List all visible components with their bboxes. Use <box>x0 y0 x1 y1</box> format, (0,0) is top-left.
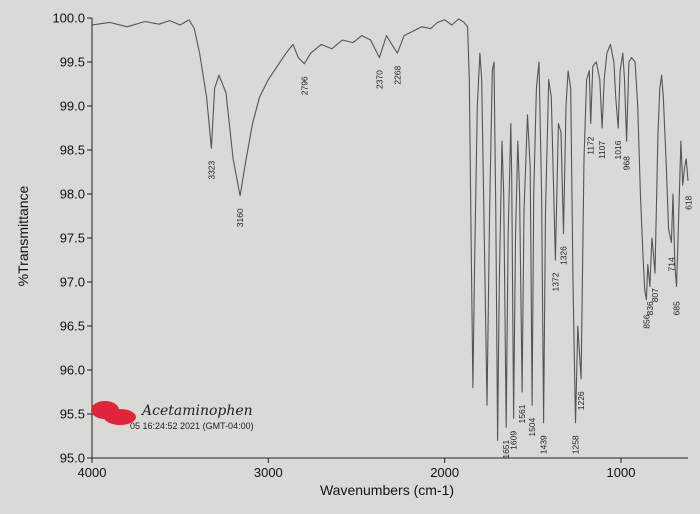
y-tick-label: 95.0 <box>60 451 85 466</box>
peak-label: 2268 <box>392 65 402 84</box>
y-axis-label: %Transmittance <box>15 185 31 286</box>
peak-label: 685 <box>672 301 682 315</box>
y-tick-label: 99.5 <box>60 55 85 70</box>
y-tick-label: 97.0 <box>60 275 85 290</box>
peak-label: 714 <box>666 257 676 271</box>
x-tick-label: 2000 <box>430 465 459 480</box>
peak-label: 1226 <box>576 391 586 410</box>
peak-label: 2796 <box>299 76 309 95</box>
peak-label: 1258 <box>571 435 581 454</box>
peak-label: 1107 <box>597 141 607 160</box>
x-tick-label: 4000 <box>78 465 107 480</box>
y-tick-label: 100.0 <box>52 11 85 26</box>
y-tick-label: 98.5 <box>60 143 85 158</box>
y-tick-label: 96.0 <box>60 363 85 378</box>
x-tick-label: 1000 <box>607 465 636 480</box>
y-tick-label: 99.0 <box>60 99 85 114</box>
x-axis-ticks: 4000 3000 2000 1000 <box>78 458 636 480</box>
peak-label: 1439 <box>539 435 549 454</box>
peak-label: 2370 <box>374 70 384 89</box>
peak-label: 1172 <box>586 136 596 155</box>
peak-label: 1651 <box>501 439 511 458</box>
peak-label: 1609 <box>509 431 519 450</box>
peak-label: 968 <box>622 156 632 170</box>
y-tick-label: 96.5 <box>60 319 85 334</box>
y-tick-label: 97.5 <box>60 231 85 246</box>
peak-label: 618 <box>683 195 693 209</box>
y-tick-label: 98.0 <box>60 187 85 202</box>
peak-label: 3160 <box>235 208 245 227</box>
axes <box>91 18 688 459</box>
y-tick-label: 95.5 <box>60 407 85 422</box>
x-tick-label: 3000 <box>254 465 283 480</box>
peak-label: 1326 <box>559 246 569 265</box>
peak-label: 1372 <box>550 272 560 291</box>
handwritten-sample-name: Acetaminophen <box>140 403 253 419</box>
peak-label: 1504 <box>527 417 537 436</box>
peak-label: 3323 <box>206 160 216 179</box>
peak-label: 856 <box>641 314 651 328</box>
x-axis-label: Wavenumbers (cm-1) <box>320 482 454 498</box>
acquisition-timestamp: 05 16:24:52 2021 (GMT-04:00) <box>130 421 254 431</box>
spectrum-series <box>91 18 689 441</box>
sample-annotation: Acetaminophen 05 16:24:52 2021 (GMT-04:0… <box>91 401 254 431</box>
peak-label: 807 <box>650 288 660 302</box>
peak-label: 836 <box>645 301 655 315</box>
peak-label: 1561 <box>517 404 527 423</box>
redaction-mark <box>104 409 136 425</box>
spectrum-line <box>91 18 689 441</box>
y-axis-ticks: 100.0 99.5 99.0 98.5 98.0 97.5 97.0 96.5 96.0 95.… <box>52 11 92 466</box>
peak-label: 1016 <box>613 140 623 159</box>
